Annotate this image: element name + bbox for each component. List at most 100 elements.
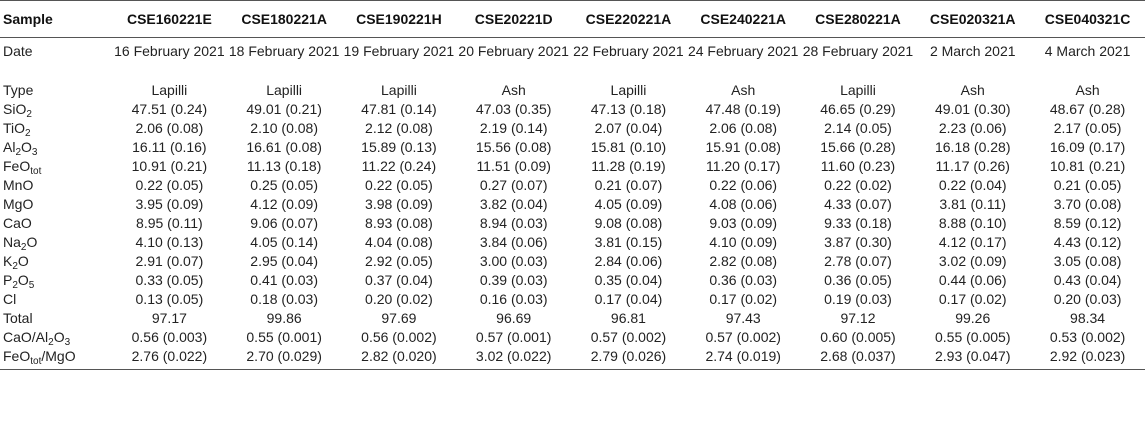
table-row: Al2O3 16.11 (0.16) 16.61 (0.08) 15.89 (0.13… bbox=[0, 138, 1145, 158]
table-row: K2O 2.91 (0.07) 2.95 (0.04) 2.92 (0.05) 3.00… bbox=[0, 252, 1145, 272]
cell-value: 2.10 (0.08) bbox=[250, 120, 318, 136]
row-label-text: Type bbox=[3, 82, 34, 98]
header-sample-cse20221d: CSE20221D bbox=[456, 0, 572, 38]
cell-value: 0.13 (0.05) bbox=[135, 291, 204, 307]
cell-value: 11.17 (0.26) bbox=[935, 158, 1010, 174]
cell-value: Lapilli bbox=[840, 82, 876, 98]
cell-value: 28 February 2021 bbox=[802, 43, 914, 59]
cell-value: 47.13 (0.18) bbox=[590, 101, 667, 117]
cell-value: 0.56 (0.003) bbox=[131, 329, 208, 345]
cell-value: 4.12 (0.17) bbox=[938, 234, 1007, 250]
cell-value: 2.95 (0.04) bbox=[250, 253, 318, 269]
cell-value: 0.39 (0.03) bbox=[479, 272, 548, 288]
table-row: SiO2 47.51 (0.24) 49.01 (0.21) 47.81 (0.14)… bbox=[0, 100, 1145, 120]
cell-value: 3.05 (0.08) bbox=[1053, 253, 1122, 269]
cell-value: 8.59 (0.12) bbox=[1053, 215, 1122, 231]
cell-value: 0.17 (0.04) bbox=[594, 291, 663, 307]
cell-value: 0.56 (0.002) bbox=[361, 329, 437, 345]
cell-value: 15.91 (0.08) bbox=[705, 139, 781, 155]
cell-value: 0.57 (0.001) bbox=[475, 329, 552, 345]
cell-value: 3.00 (0.03) bbox=[479, 253, 548, 269]
header-sample-cse190221h: CSE190221H bbox=[341, 0, 457, 38]
cell-value: 2.82 (0.020) bbox=[341, 347, 457, 370]
cell-value: 2.79 (0.026) bbox=[571, 347, 686, 370]
cell-value: 0.41 (0.03) bbox=[250, 272, 318, 288]
cell-value: 47.81 (0.14) bbox=[361, 101, 437, 117]
cell-value: 11.28 (0.19) bbox=[591, 158, 666, 174]
cell-value: 3.81 (0.15) bbox=[594, 234, 663, 250]
cell-value: 2.07 (0.04) bbox=[594, 120, 663, 136]
cell-value: 2.84 (0.06) bbox=[594, 253, 663, 269]
row-label: FeOtot/MgO bbox=[0, 347, 112, 370]
cell-value: 22 February 2021 bbox=[573, 43, 684, 59]
cell-value: 4 March 2021 bbox=[1044, 43, 1131, 59]
row-label-text: O bbox=[17, 272, 29, 288]
cell-value: 4.12 (0.09) bbox=[250, 196, 318, 212]
row-label: CaO bbox=[0, 214, 112, 233]
cell-value: 20 February 2021 bbox=[458, 43, 569, 59]
header-sample-cse240221a: CSE240221A bbox=[685, 0, 801, 38]
row-label-text: Total bbox=[3, 310, 33, 326]
cell-value: 16.09 (0.17) bbox=[1049, 139, 1126, 155]
cell-value: 15.66 (0.28) bbox=[820, 139, 896, 155]
cell-value: 24 February 2021 bbox=[687, 43, 799, 59]
cell-value: 0.55 (0.005) bbox=[934, 329, 1011, 345]
cell-value: 97.43 bbox=[725, 310, 761, 326]
cell-value: 3.98 (0.09) bbox=[365, 196, 433, 212]
header-sample-cse220221a: CSE220221A bbox=[571, 0, 686, 38]
cell-value: 0.22 (0.04) bbox=[938, 177, 1007, 193]
composition-table: Sample CSE160221E CSE180221A CSE190221H CSE… bbox=[0, 0, 1145, 370]
cell-value: 0.36 (0.03) bbox=[709, 272, 778, 288]
row-label-subscript: 2 bbox=[12, 280, 18, 291]
cell-value: 99.26 bbox=[955, 310, 991, 326]
table-row: CaO/Al2O3 0.56 (0.003) 0.55 (0.001) 0.56 (0… bbox=[0, 328, 1145, 348]
cell-value: 2.76 (0.022) bbox=[112, 347, 227, 370]
cell-value: Ash bbox=[1075, 82, 1100, 98]
cell-value: 18 February 2021 bbox=[228, 43, 340, 59]
table-row: Cl 0.13 (0.05) 0.18 (0.03) 0.20 (0.02) 0.16 … bbox=[0, 290, 1145, 309]
header-sample-cse160221e: CSE160221E bbox=[112, 0, 227, 38]
cell-value: 2.91 (0.07) bbox=[135, 253, 204, 269]
cell-value: 0.20 (0.02) bbox=[365, 291, 433, 307]
cell-value: 9.06 (0.07) bbox=[250, 215, 318, 231]
row-label: K2O bbox=[0, 252, 112, 272]
cell-value: Lapilli bbox=[151, 82, 188, 98]
cell-value: 11.22 (0.24) bbox=[361, 158, 437, 174]
row-label: Cl bbox=[0, 290, 112, 309]
cell-value: 0.37 (0.04) bbox=[365, 272, 433, 288]
cell-value: 4.08 (0.06) bbox=[709, 196, 778, 212]
cell-value: 0.43 (0.04) bbox=[1053, 272, 1122, 288]
cell-value: 9.33 (0.18) bbox=[824, 215, 892, 231]
cell-value: 8.88 (0.10) bbox=[938, 215, 1007, 231]
cell-value: 0.21 (0.05) bbox=[1053, 177, 1122, 193]
header-sample-cse280221a: CSE280221A bbox=[800, 0, 916, 38]
cell-value: 8.94 (0.03) bbox=[479, 215, 548, 231]
cell-value: 3.82 (0.04) bbox=[479, 196, 548, 212]
cell-value: 47.48 (0.19) bbox=[705, 101, 781, 117]
row-label-subscript: 2 bbox=[12, 261, 18, 272]
table-row: FeOtot/MgO 2.76 (0.022) 2.70 (0.029) 2.82 (… bbox=[0, 347, 1145, 370]
cell-value: 16.11 (0.16) bbox=[132, 139, 207, 155]
cell-value: 49.01 (0.30) bbox=[934, 101, 1011, 117]
cell-value: 49.01 (0.21) bbox=[246, 101, 322, 117]
cell-value: 4.33 (0.07) bbox=[824, 196, 892, 212]
row-label-text: CaO bbox=[3, 215, 32, 231]
table-row: Na2O 4.10 (0.13) 4.05 (0.14) 4.04 (0.08) 3.8… bbox=[0, 233, 1145, 253]
table-row: Type Lapilli Lapilli Lapilli Ash Lapilli Ash La… bbox=[0, 81, 1145, 100]
row-label: P2O5 bbox=[0, 271, 112, 291]
cell-value: 4.43 (0.12) bbox=[1053, 234, 1122, 250]
row-label: Al2O3 bbox=[0, 138, 112, 158]
row-label-text: K bbox=[3, 253, 13, 269]
cell-value: 9.03 (0.09) bbox=[709, 215, 778, 231]
cell-value: 2.68 (0.037) bbox=[800, 347, 916, 370]
cell-value: 8.95 (0.11) bbox=[136, 215, 203, 231]
cell-value: 2.74 (0.019) bbox=[685, 347, 801, 370]
cell-value: 99.86 bbox=[266, 310, 302, 326]
cell-value: 4.05 (0.14) bbox=[250, 234, 318, 250]
row-label: FeOtot bbox=[0, 157, 112, 177]
cell-value: 2.06 (0.08) bbox=[709, 120, 778, 136]
cell-value: 47.03 (0.35) bbox=[475, 101, 552, 117]
cell-value: 0.57 (0.002) bbox=[590, 329, 667, 345]
cell-value: 3.02 (0.022) bbox=[456, 347, 572, 370]
row-label: TiO2 bbox=[0, 119, 112, 139]
